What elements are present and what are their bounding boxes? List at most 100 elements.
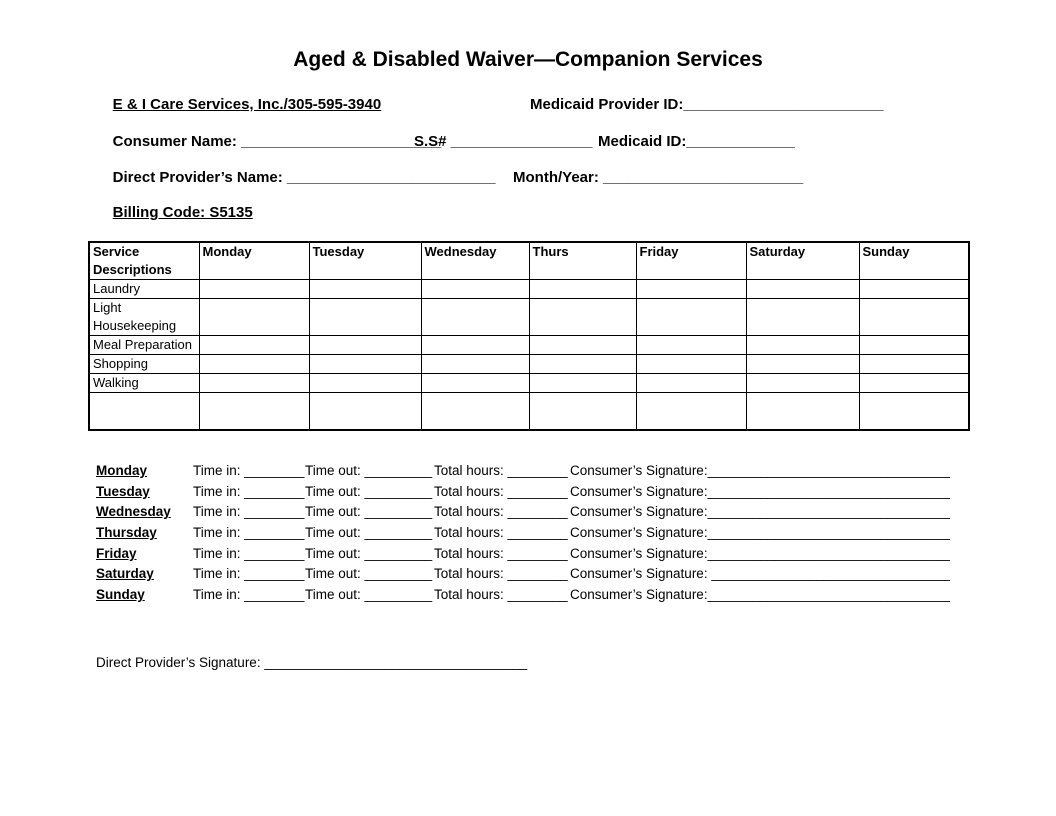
service-day-cell[interactable]: [745, 335, 860, 355]
time-out-field[interactable]: Time out: _________: [305, 566, 433, 582]
service-day-cell[interactable]: [745, 298, 860, 336]
service-day-cell[interactable]: [635, 392, 747, 431]
service-day-cell[interactable]: [528, 392, 637, 431]
day-label: Friday: [96, 545, 137, 561]
total-hours-field[interactable]: Total hours: ________: [434, 545, 568, 561]
day-label: Saturday: [96, 566, 154, 582]
service-day-cell[interactable]: [308, 354, 422, 374]
total-hours-field[interactable]: Total hours: ________: [434, 483, 568, 499]
service-row-label: Walking: [88, 373, 200, 393]
service-day-cell[interactable]: [420, 279, 530, 299]
table-row-meal-preparation: Meal Preparation: [88, 335, 970, 355]
service-row-label[interactable]: [88, 392, 200, 431]
service-day-cell[interactable]: [528, 335, 637, 355]
service-day-cell[interactable]: [858, 373, 970, 393]
billing-code: Billing Code: S5135: [112, 204, 253, 221]
service-day-cell[interactable]: [635, 335, 747, 355]
day-label: Sunday: [96, 587, 145, 603]
day-log-row-thursday: Thursday Time in: ________ Time out: ___…: [96, 523, 976, 544]
service-day-cell[interactable]: [198, 279, 310, 299]
service-day-cell[interactable]: [198, 354, 310, 374]
consumer-signature-field[interactable]: Consumer’s Signature: __________________…: [570, 566, 950, 582]
column-header-thurs: Thurs: [528, 241, 637, 280]
total-hours-field[interactable]: Total hours: ________: [434, 587, 568, 603]
table-row-walking: Walking: [88, 373, 970, 393]
time-in-field[interactable]: Time in: ________: [193, 483, 305, 499]
consumer-name-field[interactable]: Consumer Name: ________________________: [112, 133, 442, 150]
service-day-cell[interactable]: [198, 335, 310, 355]
time-out-field[interactable]: Time out: _________: [305, 545, 433, 561]
day-label: Thursday: [96, 525, 157, 541]
service-day-cell[interactable]: [308, 298, 422, 336]
column-header-saturday: Saturday: [745, 241, 860, 280]
service-day-cell[interactable]: [745, 279, 860, 299]
ssn-field[interactable]: S.S# _________________: [414, 133, 593, 150]
consumer-signature-field[interactable]: Consumer’s Signature:___________________…: [570, 504, 950, 520]
service-day-cell[interactable]: [745, 354, 860, 374]
service-day-cell[interactable]: [308, 392, 422, 431]
service-day-cell[interactable]: [420, 354, 530, 374]
service-day-cell[interactable]: [858, 392, 970, 431]
day-log-row-saturday: Saturday Time in: ________ Time out: ___…: [96, 564, 976, 585]
billing-code-line: Billing Code: S5135: [96, 204, 996, 224]
consumer-signature-field[interactable]: Consumer’s Signature:___________________…: [570, 483, 950, 499]
day-label: Tuesday: [96, 483, 150, 499]
time-in-field[interactable]: Time in: ________: [193, 545, 305, 561]
table-row-blank: [88, 392, 970, 431]
day-log-row-tuesday: Tuesday Time in: ________ Time out: ____…: [96, 482, 976, 503]
time-out-field[interactable]: Time out: _________: [305, 587, 433, 603]
medicaid-provider-id-field[interactable]: Medicaid Provider ID:___________________…: [530, 96, 884, 113]
service-day-cell[interactable]: [308, 373, 422, 393]
time-out-field[interactable]: Time out: _________: [305, 483, 433, 499]
table-row-light-housekeeping: Light Housekeeping: [88, 298, 970, 336]
service-day-cell[interactable]: [528, 279, 637, 299]
total-hours-field[interactable]: Total hours: ________: [434, 525, 568, 541]
time-out-field[interactable]: Time out: _________: [305, 504, 433, 520]
service-day-cell[interactable]: [635, 298, 747, 336]
consumer-signature-field[interactable]: Consumer’s Signature:___________________…: [570, 463, 950, 478]
direct-provider-signature-field[interactable]: Direct Provider’s Signature: ___________…: [96, 655, 528, 670]
service-day-cell[interactable]: [528, 298, 637, 336]
service-day-cell[interactable]: [858, 298, 970, 336]
service-day-cell[interactable]: [745, 392, 860, 431]
page-title: Aged & Disabled Waiver—Companion Service…: [293, 48, 763, 71]
time-out-field[interactable]: Time out: _________: [305, 525, 433, 541]
total-hours-field[interactable]: Total hours: ________: [434, 504, 568, 520]
month-year-field[interactable]: Month/Year: ________________________: [513, 169, 804, 186]
time-in-field[interactable]: Time in: ________: [193, 587, 305, 603]
service-day-cell[interactable]: [198, 373, 310, 393]
consumer-signature-field[interactable]: Consumer’s Signature:___________________…: [570, 587, 950, 603]
service-day-cell[interactable]: [635, 279, 747, 299]
service-day-cell[interactable]: [420, 335, 530, 355]
consumer-signature-field[interactable]: Consumer’s Signature:___________________…: [570, 525, 950, 541]
total-hours-field[interactable]: Total hours: ________: [434, 566, 568, 582]
medicaid-id-field[interactable]: Medicaid ID:_____________: [598, 133, 795, 150]
service-day-cell[interactable]: [198, 392, 310, 431]
service-day-cell[interactable]: [528, 354, 637, 374]
service-day-cell[interactable]: [308, 279, 422, 299]
service-day-cell[interactable]: [420, 373, 530, 393]
service-day-cell[interactable]: [420, 392, 530, 431]
time-in-field[interactable]: Time in: ________: [193, 504, 305, 520]
service-day-cell[interactable]: [198, 298, 310, 336]
service-day-cell[interactable]: [308, 335, 422, 355]
service-row-label: Shopping: [88, 354, 200, 374]
service-day-cell[interactable]: [635, 373, 747, 393]
service-day-cell[interactable]: [858, 335, 970, 355]
service-day-cell[interactable]: [745, 373, 860, 393]
service-day-cell[interactable]: [635, 354, 747, 374]
service-day-cell[interactable]: [858, 279, 970, 299]
total-hours-field[interactable]: Total hours: ________: [434, 463, 568, 478]
time-out-field[interactable]: Time out: _________: [305, 463, 433, 478]
service-day-cell[interactable]: [528, 373, 637, 393]
time-in-field[interactable]: Time in: ________: [193, 525, 305, 541]
service-day-cell[interactable]: [858, 354, 970, 374]
time-in-field[interactable]: Time in: ________: [193, 566, 305, 582]
consumer-signature-field[interactable]: Consumer’s Signature:___________________…: [570, 545, 950, 561]
service-day-cell[interactable]: [420, 298, 530, 336]
direct-provider-name-field[interactable]: Direct Provider’s Name: ________________…: [112, 169, 496, 186]
time-in-field[interactable]: Time in: ________: [193, 463, 305, 478]
table-row-laundry: Laundry: [88, 279, 970, 299]
service-table: Service Descriptions Monday Tuesday Wedn…: [88, 241, 970, 431]
